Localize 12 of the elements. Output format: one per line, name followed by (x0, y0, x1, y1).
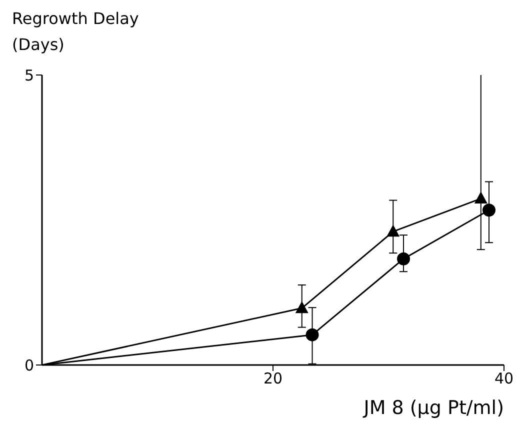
x-tick-label: 40 (494, 370, 514, 388)
y-axis-title: Regrowth Delay (Days) (12, 9, 139, 54)
point (397, 252, 410, 266)
point (482, 204, 496, 217)
x-tick-label: 20 (263, 370, 283, 388)
point (295, 301, 308, 314)
point (306, 328, 319, 342)
y-tick-label: 5 (24, 66, 34, 84)
y-tick-label: 0 (24, 356, 34, 374)
point (386, 224, 400, 237)
x-axis-title: JM 8 (µg Pt/ml) (362, 397, 504, 419)
point (474, 192, 488, 204)
